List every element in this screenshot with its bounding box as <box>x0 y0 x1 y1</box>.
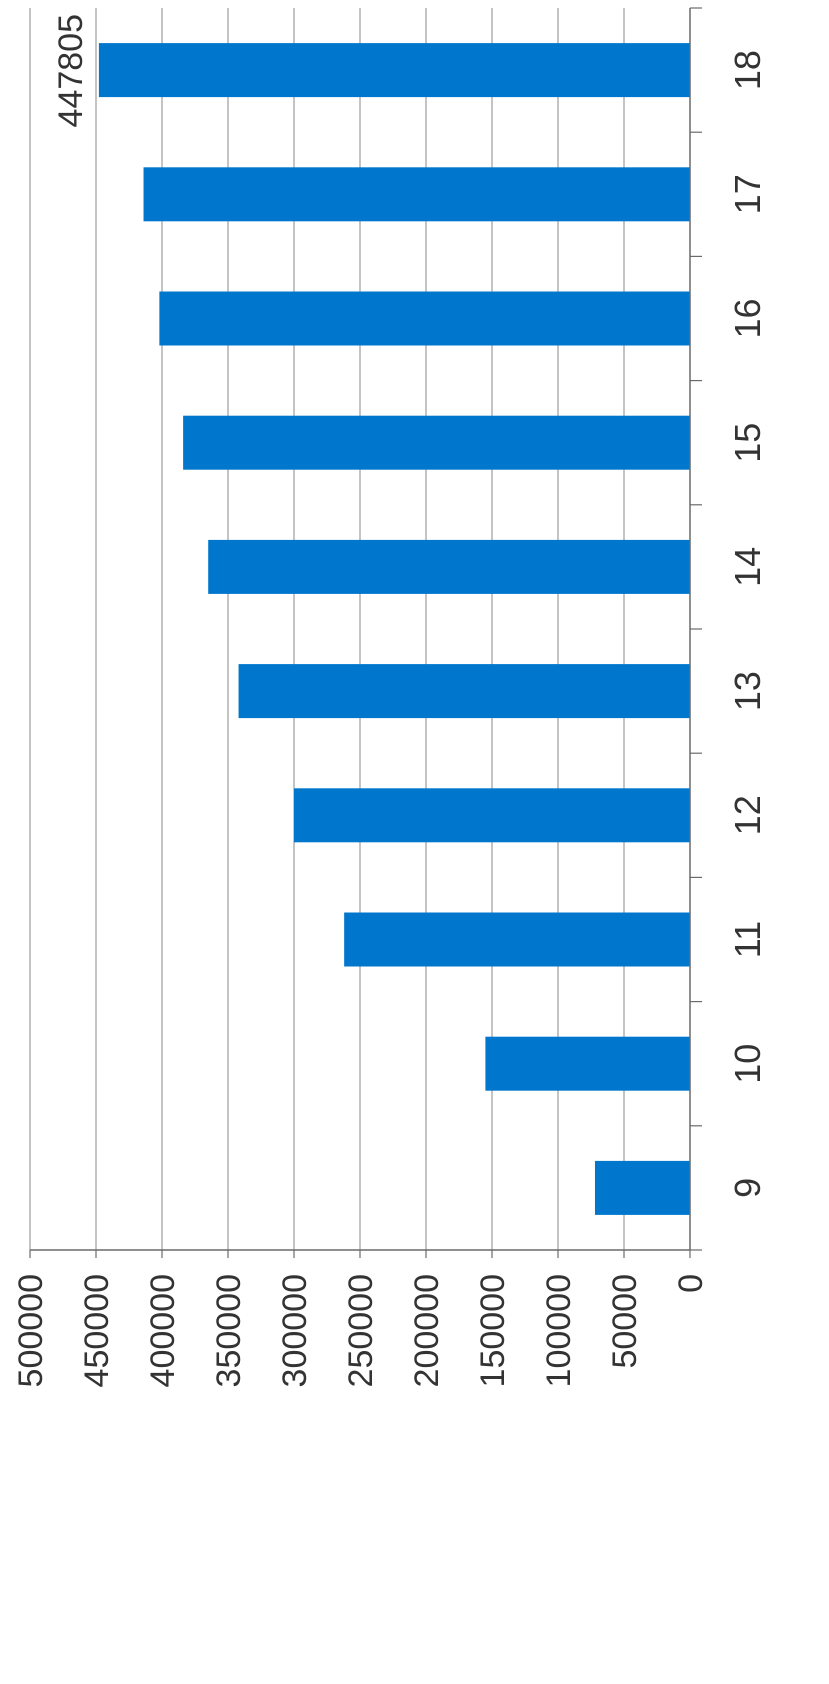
category-label-18: 18 <box>727 50 768 90</box>
category-label-15: 15 <box>727 423 768 463</box>
bar-9 <box>594 1160 690 1215</box>
bar-13 <box>238 664 690 719</box>
bar-11 <box>344 912 690 967</box>
annotations: 447805 <box>52 14 90 127</box>
value-tick-label: 400000 <box>144 1274 182 1387</box>
value-tick-label: 350000 <box>210 1274 248 1387</box>
annotation-label: 447805 <box>52 14 90 127</box>
category-label-12: 12 <box>727 795 768 835</box>
value-tick-label: 300000 <box>276 1274 314 1387</box>
bar-15 <box>183 415 690 470</box>
bar-10 <box>485 1036 690 1091</box>
category-label-9: 9 <box>727 1178 768 1198</box>
bar-17 <box>143 167 690 222</box>
bar-12 <box>294 788 690 843</box>
value-tick-label: 200000 <box>408 1274 446 1387</box>
category-label-14: 14 <box>727 547 768 587</box>
category-label-11: 11 <box>727 921 768 958</box>
value-tick-label: 0 <box>672 1274 710 1293</box>
bars <box>98 43 691 1215</box>
bar-14 <box>208 539 690 594</box>
value-tick-label: 100000 <box>540 1274 578 1387</box>
value-tick-label: 150000 <box>474 1274 512 1387</box>
category-label-10: 10 <box>727 1044 768 1084</box>
value-tick-label: 500000 <box>12 1274 50 1387</box>
value-tick-label: 250000 <box>342 1274 380 1387</box>
category-label-13: 13 <box>727 671 768 711</box>
category-label-17: 17 <box>727 174 768 214</box>
category-label-16: 16 <box>727 298 768 338</box>
bar-16 <box>159 291 691 346</box>
value-tick-label: 50000 <box>606 1274 644 1369</box>
bar-18 <box>98 43 690 98</box>
tick-labels: 0 50000 100000 150000 200000 250000 300000 3500… <box>12 50 768 1387</box>
axes <box>29 7 702 1258</box>
value-tick-label: 450000 <box>78 1274 116 1387</box>
